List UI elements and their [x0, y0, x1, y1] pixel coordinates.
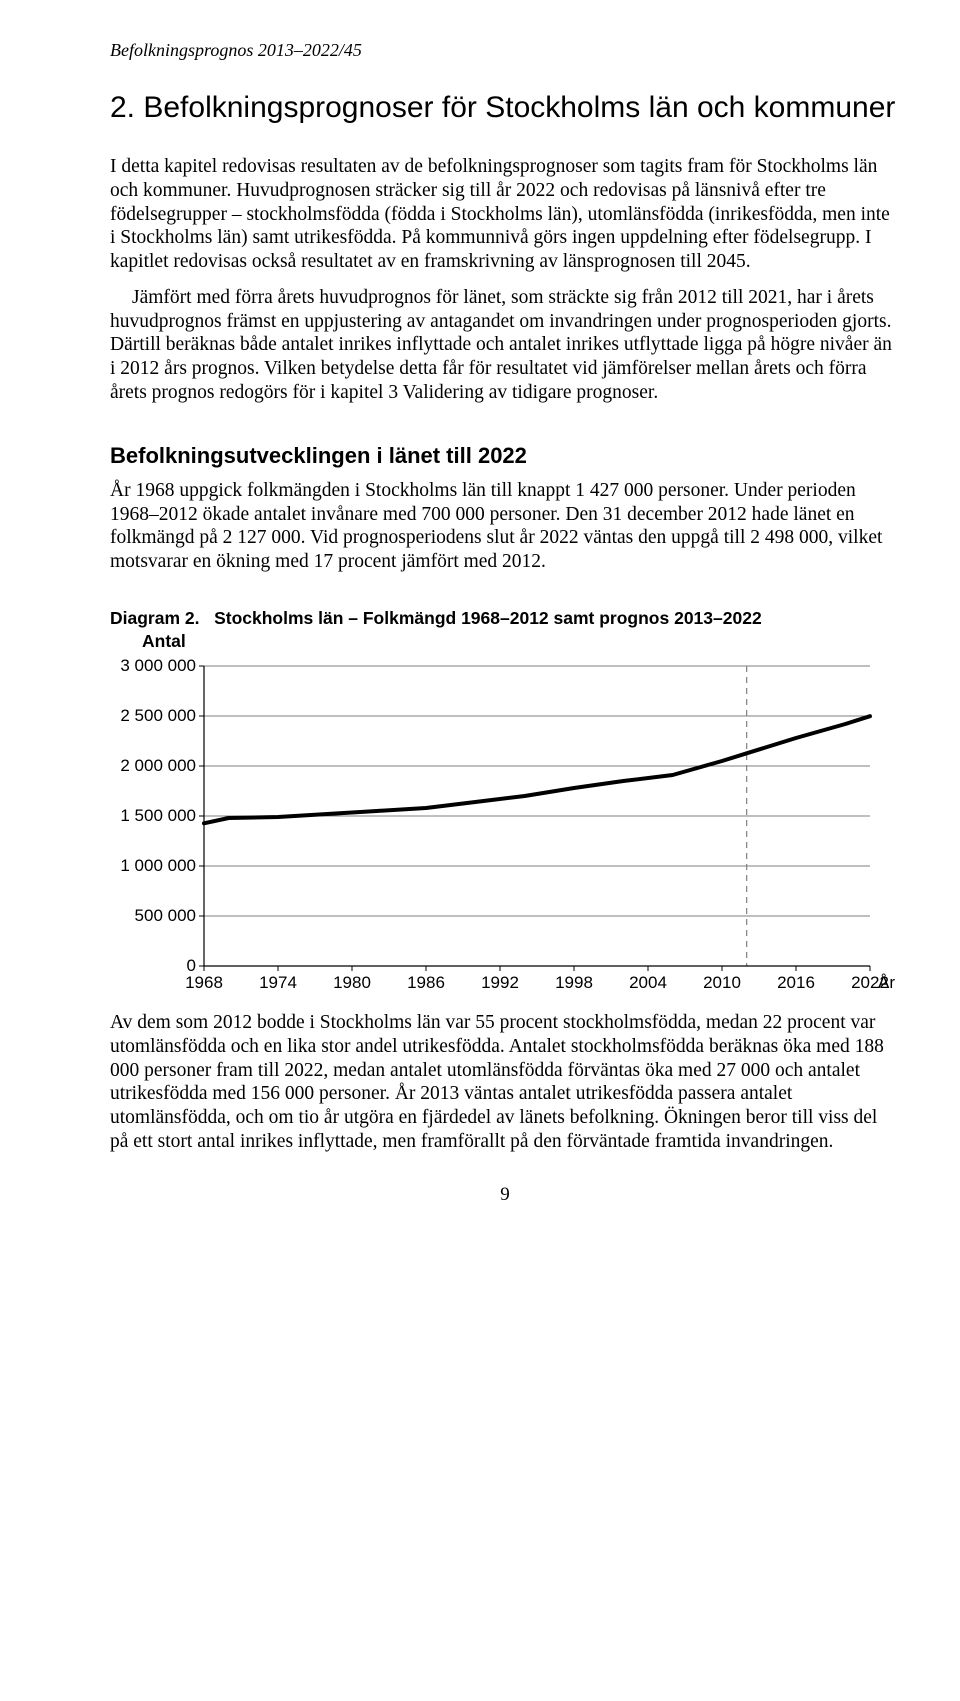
subheading: Befolkningsutvecklingen i länet till 202…: [110, 443, 900, 469]
svg-text:2010: 2010: [703, 973, 741, 992]
svg-text:3 000 000: 3 000 000: [120, 656, 196, 675]
svg-text:1974: 1974: [259, 973, 297, 992]
paragraph-2: Jämfört med förra årets huvudprognos för…: [110, 286, 900, 405]
chart-caption-text: Stockholms län – Folkmängd 1968–2012 sam…: [214, 608, 762, 628]
svg-text:2 500 000: 2 500 000: [120, 706, 196, 725]
page-number: 9: [110, 1184, 900, 1206]
paragraph-1: I detta kapitel redovisas resultaten av …: [110, 155, 900, 274]
chart-caption: Diagram 2. Stockholms län – Folkmängd 19…: [110, 608, 900, 629]
svg-text:1992: 1992: [481, 973, 519, 992]
svg-text:1998: 1998: [555, 973, 593, 992]
paragraph-3: År 1968 uppgick folkmängden i Stockholms…: [110, 479, 900, 574]
svg-text:1980: 1980: [333, 973, 371, 992]
svg-text:1 000 000: 1 000 000: [120, 856, 196, 875]
chart-y-axis-title: Antal: [142, 631, 900, 652]
running-header: Befolkningsprognos 2013–2022/45: [110, 40, 900, 61]
chart-caption-prefix: Diagram 2.: [110, 608, 199, 628]
paragraph-4: Av dem som 2012 bodde i Stockholms län v…: [110, 1011, 900, 1154]
svg-text:1986: 1986: [407, 973, 445, 992]
chart-svg: 0500 0001 000 0001 500 0002 000 0002 500…: [110, 656, 910, 996]
svg-text:2 000 000: 2 000 000: [120, 756, 196, 775]
population-chart: Diagram 2. Stockholms län – Folkmängd 19…: [110, 608, 900, 1001]
svg-text:2004: 2004: [629, 973, 667, 992]
svg-text:1 500 000: 1 500 000: [120, 806, 196, 825]
svg-text:2016: 2016: [777, 973, 815, 992]
chapter-title: 2. Befolkningsprognoser för Stockholms l…: [110, 91, 900, 125]
svg-text:1968: 1968: [185, 973, 223, 992]
svg-text:År: År: [878, 973, 895, 992]
svg-text:500 000: 500 000: [135, 906, 196, 925]
